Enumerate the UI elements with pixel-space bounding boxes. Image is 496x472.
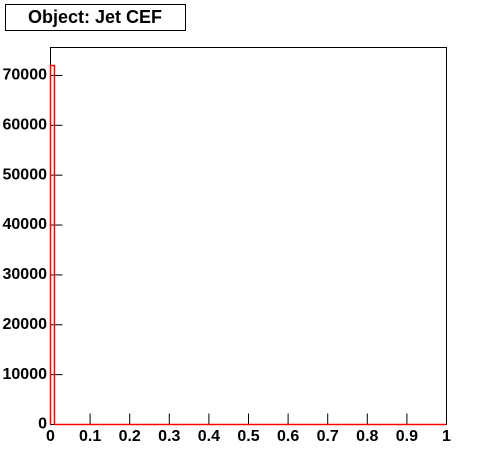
x-tick-label: 0.5	[237, 428, 259, 445]
chart-title: Object: Jet CEF	[28, 7, 162, 27]
x-tick-label: 0.4	[198, 428, 220, 445]
y-tick-label: 0	[38, 416, 47, 433]
y-tick-label: 30000	[3, 266, 48, 283]
y-tick-label: 70000	[3, 67, 48, 84]
y-tick-label: 40000	[3, 216, 48, 233]
x-tick-label: 0.3	[158, 428, 180, 445]
x-tick-label: 0.8	[356, 428, 378, 445]
y-tick-label: 20000	[3, 316, 48, 333]
x-tick-label: 0.6	[277, 428, 299, 445]
x-tick-label: 0	[46, 428, 55, 445]
y-tick-label: 10000	[3, 366, 48, 383]
y-tick-label: 60000	[3, 117, 48, 134]
bar	[49, 64, 56, 425]
x-tick-label: 0.7	[317, 428, 339, 445]
x-tick-label: 1	[442, 428, 451, 445]
title-box	[5, 4, 186, 31]
y-tick-label: 50000	[3, 166, 48, 183]
x-tick-label: 0.1	[79, 428, 101, 445]
x-tick-label: 0.9	[396, 428, 418, 445]
x-tick-label: 0.2	[119, 428, 141, 445]
